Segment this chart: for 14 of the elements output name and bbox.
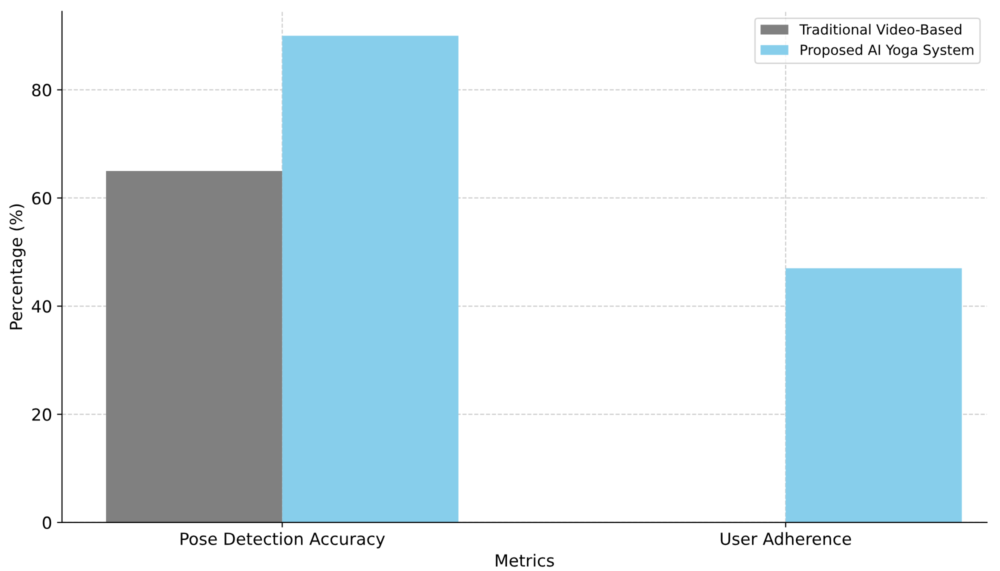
y-tick-label: 0 [42,516,52,530]
x-tick-label: User Adherence [720,532,852,546]
bar [786,268,962,522]
y-axis-title: Percentage (%) [9,204,26,330]
bar [106,170,282,522]
y-tick-label: 80 [32,84,52,96]
x-axis-title: Metrics [496,554,554,567]
y-tick-label: 20 [32,408,52,421]
legend-label: Traditional Video-Based [799,24,962,35]
x-tick-label: Pose Detection Accuracy [180,532,385,548]
bar [282,36,458,522]
legend-label: Proposed AI Yoga System [800,44,974,58]
y-tick-label: 40 [32,300,52,313]
y-tick-label: 60 [32,192,52,205]
